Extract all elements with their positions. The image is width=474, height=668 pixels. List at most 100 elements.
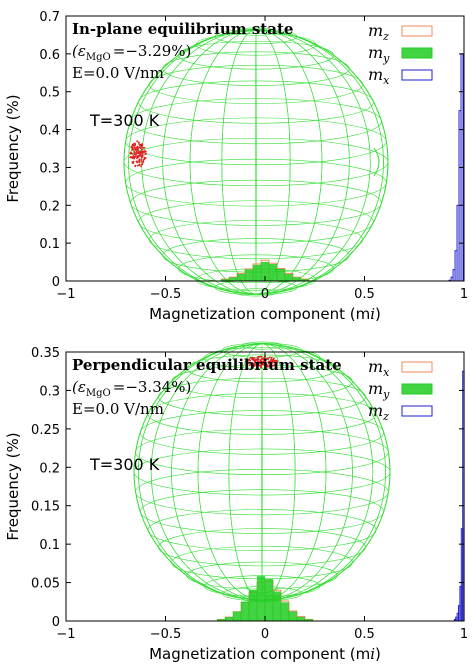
sphere-meridian-line [141, 29, 371, 295]
x-tick-label: −1 [56, 627, 75, 642]
legend-label-sub: z [382, 30, 389, 43]
cluster-point [248, 361, 251, 364]
cluster-point [270, 362, 273, 365]
cluster-point [129, 156, 132, 159]
cluster-point [136, 146, 139, 148]
sphere-meridian-line [228, 343, 296, 601]
x-tick-label: 0.5 [354, 627, 375, 642]
histogram-bar [264, 578, 274, 622]
sphere-latitude-line [158, 528, 366, 567]
cluster-point [274, 363, 276, 365]
legend-swatch [401, 405, 433, 417]
cluster-point [271, 360, 274, 363]
legend-label-name: m [368, 401, 383, 420]
sphere-meridian-line [221, 29, 291, 295]
cluster-point [260, 363, 263, 366]
cluster-point [265, 358, 267, 360]
cluster-point [131, 157, 134, 160]
histogram-bar [248, 590, 258, 622]
cluster-point [140, 158, 143, 161]
legend-label: mz [368, 401, 389, 423]
x-axis-label: Magnetization component (mi) [149, 645, 381, 663]
histogram-bar [280, 602, 290, 622]
sphere-meridian-line [128, 29, 384, 295]
sphere-latitude-line [125, 117, 387, 166]
cluster-point [247, 362, 250, 364]
cluster-point [142, 159, 145, 162]
x-axis-label-end: ) [375, 305, 381, 323]
cluster-point [138, 158, 141, 161]
cluster-point [130, 145, 133, 148]
x-axis-label-sub: i [370, 645, 375, 663]
temperature-label: T=300 K [89, 455, 160, 474]
cluster-point [141, 150, 143, 153]
legend-label-sub: z [382, 410, 389, 423]
cluster-point [134, 155, 136, 158]
cluster-point [134, 149, 137, 152]
x-axis-label-sub: i [370, 305, 375, 323]
sphere-meridian-line [228, 343, 296, 601]
cluster-point [260, 365, 263, 368]
cluster-point [131, 161, 134, 164]
sphere-meridian-line [128, 29, 384, 295]
cluster-point [131, 148, 134, 151]
cluster-point [262, 360, 265, 363]
legend-swatch [401, 383, 433, 395]
strain-sub: MgO [86, 388, 111, 399]
cluster-point [136, 161, 139, 164]
cluster-point [134, 165, 137, 168]
field-label: E=0.0 V/nm [72, 400, 164, 418]
cluster-point [138, 146, 141, 149]
cluster-point [264, 360, 266, 363]
sphere-latitude-line [138, 80, 374, 124]
sphere-meridian-line [255, 29, 257, 295]
cluster-point [276, 361, 278, 364]
histogram-bar [236, 273, 246, 282]
cluster-point [133, 150, 136, 153]
cluster-point [140, 154, 143, 157]
strain-label: (εMgO =−3.29%) [72, 42, 191, 63]
cluster-point [141, 154, 144, 157]
legend-label-name: m [368, 43, 383, 62]
legend-label-sub: x [383, 366, 390, 379]
histogram-bar [268, 264, 278, 282]
histogram-bar [240, 601, 250, 622]
y-tick-label: 0.1 [39, 538, 60, 553]
y-tick-label: 0.7 [39, 10, 60, 25]
cluster-point [249, 359, 252, 362]
cluster-point [272, 364, 274, 367]
cluster-point [137, 149, 139, 152]
x-axis-label-text: Magnetization component (m [149, 305, 370, 323]
histogram-bar [256, 576, 266, 622]
x-tick-label: 1 [460, 287, 468, 302]
y-tick-label: 0.15 [31, 500, 60, 515]
legend-label: mx [368, 357, 390, 379]
cluster-point [141, 147, 144, 149]
cluster-point [260, 360, 263, 362]
histogram-bar [284, 273, 294, 282]
legend-label: mz [368, 21, 389, 43]
sphere-latitude-line [138, 200, 374, 244]
cluster-point [272, 358, 275, 361]
cluster-point [260, 355, 263, 358]
field-label: E=0.0 V/nm [72, 64, 164, 82]
cluster-point [255, 362, 258, 365]
histogram-bar [252, 264, 262, 282]
cluster-point [138, 163, 141, 166]
cluster-point [257, 356, 259, 358]
legend-swatch [401, 361, 433, 373]
sphere-meridian-line [197, 343, 327, 601]
sphere-meridian-line [221, 29, 291, 295]
sphere-meridian-line [189, 29, 323, 295]
sphere-latitude-line [147, 393, 377, 435]
x-tick-label: −1 [56, 287, 75, 302]
strain-prefix: (ε [72, 378, 86, 396]
legend-label-name: m [368, 357, 383, 376]
cluster-point [134, 147, 137, 150]
x-tick-label: −0.5 [150, 287, 182, 302]
cluster-point [261, 363, 264, 365]
cluster-point [136, 140, 139, 143]
cluster-point [137, 148, 140, 150]
